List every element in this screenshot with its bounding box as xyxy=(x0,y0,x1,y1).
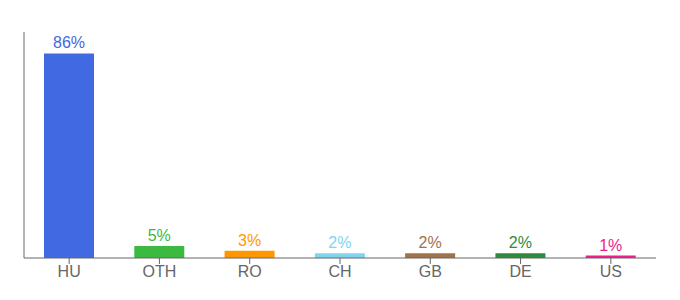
svg-text:RO: RO xyxy=(238,263,262,280)
svg-text:US: US xyxy=(600,263,622,280)
svg-text:2%: 2% xyxy=(509,234,532,251)
svg-text:CH: CH xyxy=(328,263,351,280)
svg-text:HU: HU xyxy=(58,263,81,280)
svg-text:2%: 2% xyxy=(419,234,442,251)
svg-text:86%: 86% xyxy=(53,34,85,51)
svg-text:5%: 5% xyxy=(148,227,171,244)
svg-text:DE: DE xyxy=(509,263,531,280)
svg-text:3%: 3% xyxy=(238,232,261,249)
svg-text:2%: 2% xyxy=(328,234,351,251)
svg-text:OTH: OTH xyxy=(143,263,177,280)
svg-text:1%: 1% xyxy=(599,237,622,254)
svg-text:GB: GB xyxy=(419,263,442,280)
